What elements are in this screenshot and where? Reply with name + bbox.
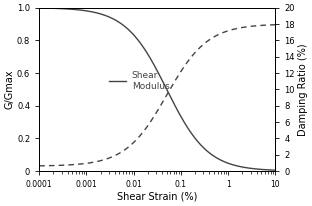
- X-axis label: Shear Strain (%): Shear Strain (%): [117, 192, 197, 202]
- Y-axis label: G/Gmax: G/Gmax: [4, 70, 14, 109]
- Text: Shear
Modulus: Shear Modulus: [132, 71, 169, 91]
- Y-axis label: Damping Ratio (%): Damping Ratio (%): [298, 43, 308, 136]
